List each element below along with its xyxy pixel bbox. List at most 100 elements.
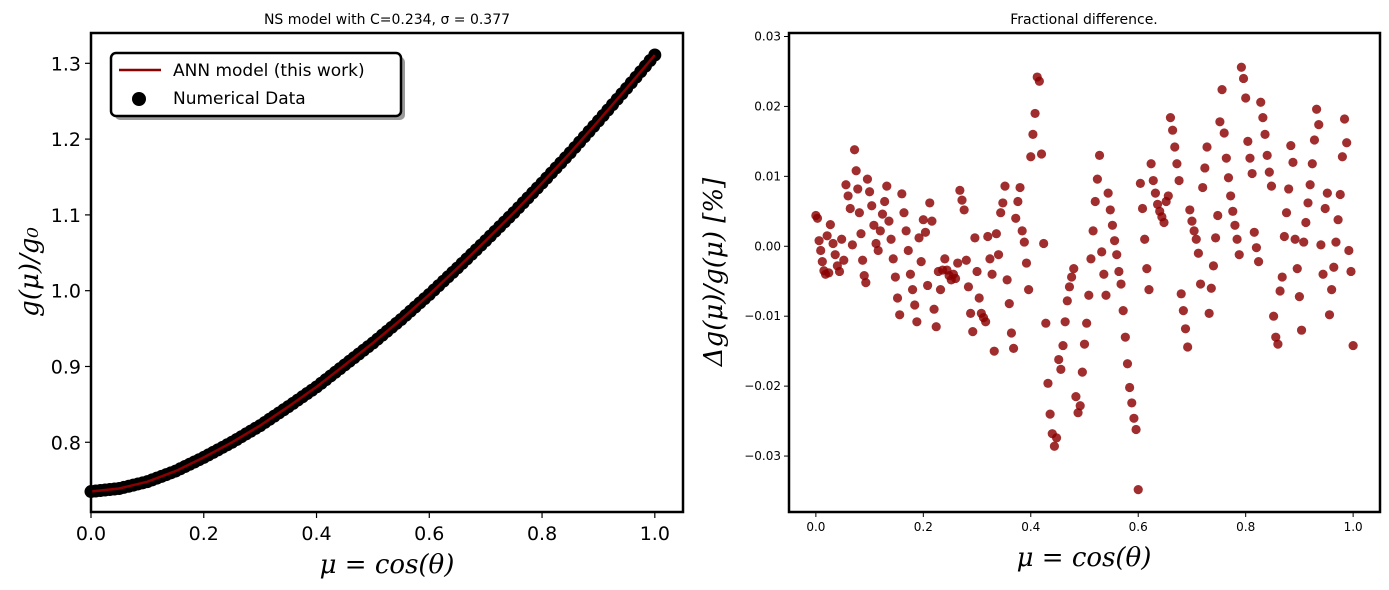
- data-point: [1028, 129, 1038, 139]
- data-point: [875, 226, 885, 236]
- data-point: [830, 250, 840, 260]
- data-point: [873, 245, 883, 256]
- data-point: [1002, 275, 1012, 285]
- data-point: [1331, 237, 1341, 247]
- data-point: [1159, 217, 1169, 228]
- left-panel-title: NS model with C=0.234, σ = 0.377: [264, 12, 510, 28]
- data-point: [1294, 292, 1305, 302]
- data-point: [1271, 332, 1281, 342]
- data-point: [1168, 125, 1178, 135]
- data-point: [1193, 248, 1204, 258]
- data-point: [1060, 317, 1070, 327]
- data-point: [1105, 205, 1115, 215]
- data-point: [1120, 332, 1130, 342]
- data-point: [895, 310, 905, 320]
- data-point: [940, 254, 950, 264]
- ann-model-line: [90, 54, 656, 493]
- data-point: [1226, 191, 1236, 201]
- data-point: [1011, 213, 1021, 223]
- data-point: [817, 257, 827, 267]
- data-point: [864, 187, 875, 197]
- data-point: [1256, 97, 1266, 107]
- data-point: [1067, 272, 1077, 282]
- data-point: [1324, 310, 1335, 320]
- data-point: [1241, 93, 1251, 103]
- x-tick-label: 0.0: [76, 523, 106, 545]
- data-point: [814, 236, 824, 246]
- data-point: [843, 191, 853, 201]
- data-point: [1088, 226, 1098, 236]
- y-tick-label: 1.2: [51, 129, 81, 151]
- data-point: [1230, 220, 1240, 230]
- data-point: [1148, 175, 1158, 186]
- data-point: [1180, 324, 1191, 334]
- y-tick-label: 0.8: [51, 432, 81, 454]
- data-point: [1079, 339, 1090, 349]
- data-point: [972, 266, 982, 277]
- data-point: [1279, 231, 1289, 242]
- x-tick-label: 1.0: [1344, 520, 1363, 534]
- right-plot-frame: [787, 31, 1382, 514]
- data-point: [1221, 153, 1231, 163]
- data-point: [853, 184, 863, 194]
- data-point: [1075, 401, 1085, 411]
- data-point: [968, 326, 978, 337]
- data-point: [1299, 237, 1309, 247]
- data-point: [1333, 215, 1343, 225]
- data-point: [892, 293, 903, 303]
- data-point: [1170, 142, 1180, 152]
- left-y-axis: 0.8 0.9 1.0 1.1 1.2 1.3: [51, 53, 91, 454]
- data-point: [847, 240, 857, 250]
- data-point: [907, 285, 918, 295]
- data-point: [1314, 120, 1324, 130]
- data-point: [1064, 282, 1075, 292]
- data-point: [899, 208, 909, 218]
- data-point: [1097, 247, 1107, 257]
- data-point: [1133, 485, 1143, 495]
- data-point: [869, 220, 879, 230]
- left-plot-area: [84, 48, 662, 499]
- data-point: [1208, 261, 1219, 271]
- data-point: [1116, 279, 1126, 289]
- data-point: [901, 226, 911, 236]
- y-tick-label: −0.02: [744, 379, 781, 393]
- data-point: [1329, 262, 1339, 272]
- data-point: [871, 238, 881, 249]
- data-point: [1202, 142, 1212, 152]
- data-point: [1142, 264, 1152, 274]
- data-point: [1219, 128, 1229, 138]
- data-point: [1245, 153, 1255, 163]
- right-panel: Fractional difference. 0.0 0.2 0.4 0.6 0.8 1.…: [699, 12, 1382, 573]
- data-point: [1062, 296, 1072, 306]
- data-point: [849, 145, 860, 155]
- data-point: [1006, 328, 1017, 338]
- data-point: [1036, 149, 1047, 159]
- y-tick-label: −0.03: [744, 449, 781, 463]
- data-point: [991, 229, 1001, 239]
- data-point: [1099, 269, 1109, 279]
- data-point: [916, 257, 926, 267]
- y-tick-label: 1.3: [51, 53, 81, 75]
- data-point: [918, 215, 928, 225]
- data-point: [1131, 424, 1141, 435]
- data-point: [1107, 220, 1118, 230]
- data-point: [965, 308, 976, 319]
- y-tick-label: 1.0: [51, 281, 81, 303]
- data-point: [1322, 188, 1332, 198]
- data-point: [1238, 73, 1249, 84]
- data-point: [963, 282, 974, 292]
- data-point: [1039, 238, 1049, 249]
- data-point: [1348, 340, 1358, 351]
- left-x-axis-title: μ = cos(θ): [320, 550, 455, 580]
- data-point: [910, 300, 920, 310]
- data-point: [1000, 181, 1010, 191]
- data-point: [1122, 359, 1133, 369]
- data-point: [912, 317, 922, 327]
- data-point: [1129, 413, 1139, 423]
- data-point: [927, 216, 937, 226]
- data-point: [1187, 216, 1197, 226]
- legend-box: [109, 51, 403, 118]
- data-point: [880, 196, 890, 207]
- data-point: [1041, 318, 1051, 328]
